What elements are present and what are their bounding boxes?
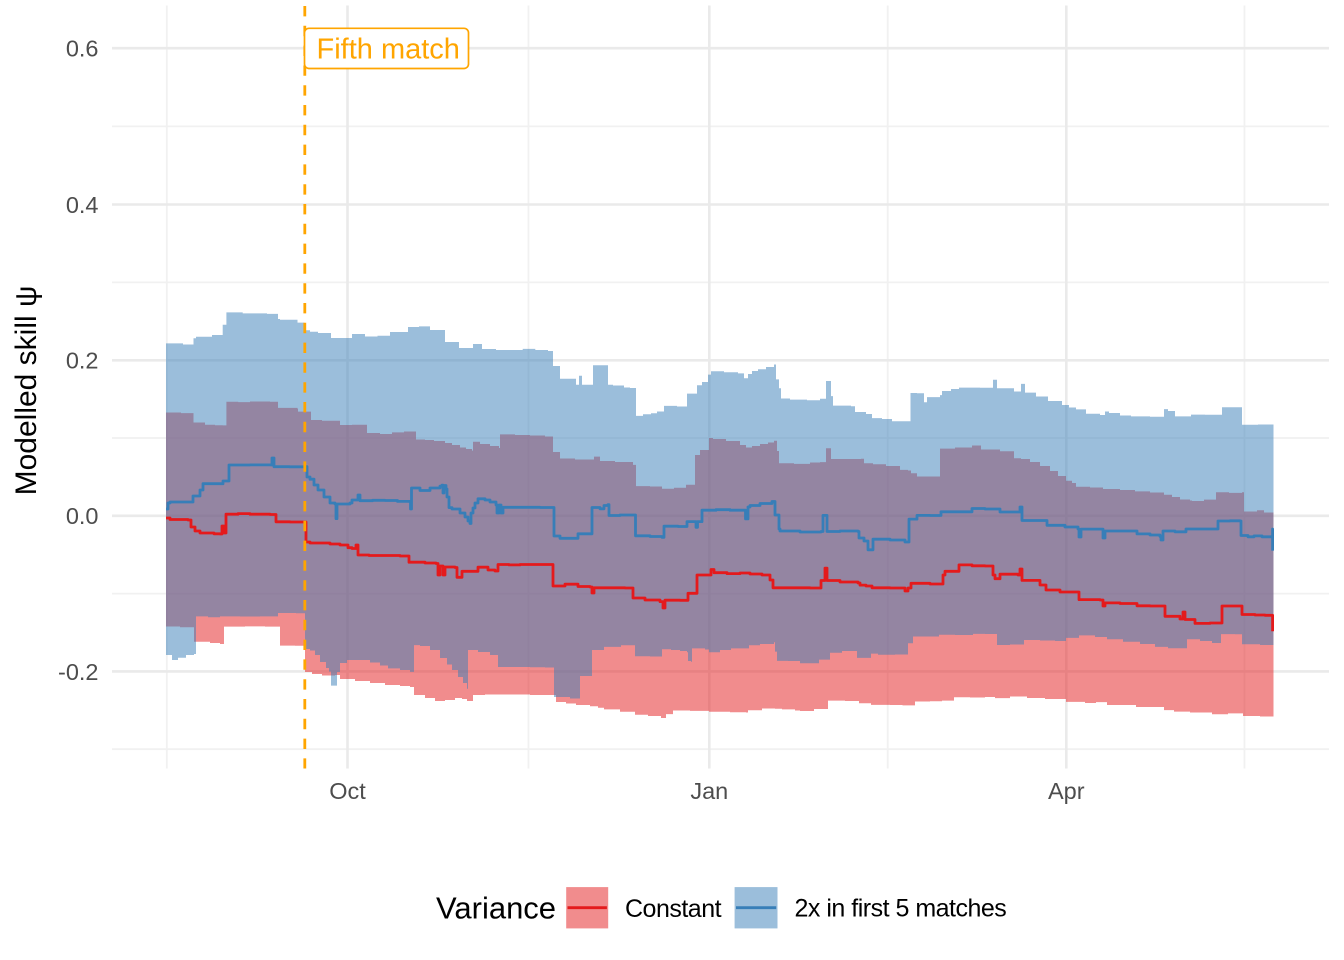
svg-text:0.2: 0.2 [66,348,99,374]
svg-text:Modelled skill ψ: Modelled skill ψ [10,286,43,496]
svg-text:Jan: Jan [690,778,728,804]
svg-text:2x in first 5 matches: 2x in first 5 matches [795,894,1007,922]
svg-text:0.0: 0.0 [66,503,99,529]
svg-text:Fifth match: Fifth match [317,34,460,66]
svg-text:Constant: Constant [625,895,722,923]
svg-text:Apr: Apr [1048,778,1085,804]
svg-text:Variance: Variance [436,891,556,926]
svg-text:0.4: 0.4 [66,192,99,218]
svg-text:0.6: 0.6 [66,36,99,62]
svg-text:-0.2: -0.2 [58,659,99,685]
svg-text:Oct: Oct [329,778,366,804]
